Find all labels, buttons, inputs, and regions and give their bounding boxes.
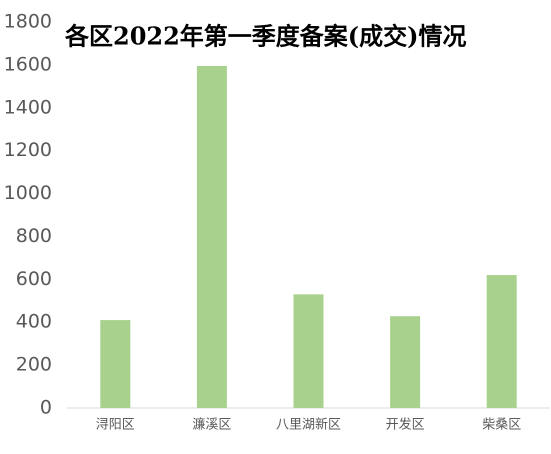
x-tick-label: 濂溪区 [192,418,231,433]
bar [390,316,421,408]
y-tick-label: 0 [40,397,52,419]
chart-title: 各区2022年第一季度备案(成交)情况 [64,22,467,51]
y-tick-label: 1800 [4,11,52,33]
bar [486,275,517,408]
y-tick-label: 800 [16,225,52,247]
bar [100,320,131,408]
y-tick-label: 600 [16,268,52,290]
y-tick-label: 200 [16,354,52,376]
x-tick-label: 浔阳区 [96,418,135,433]
x-tick-label: 开发区 [386,417,425,433]
y-tick-label: 1000 [4,182,52,204]
x-tick-label: 柴桑区 [482,418,521,433]
y-tick-label: 1400 [4,96,52,118]
y-tick-label: 400 [16,311,52,333]
y-tick-label: 1200 [4,139,52,161]
x-tick-label: 八里湖新区 [276,417,341,433]
bar [196,65,227,408]
bar [293,294,324,408]
y-tick-label: 1600 [4,53,52,75]
